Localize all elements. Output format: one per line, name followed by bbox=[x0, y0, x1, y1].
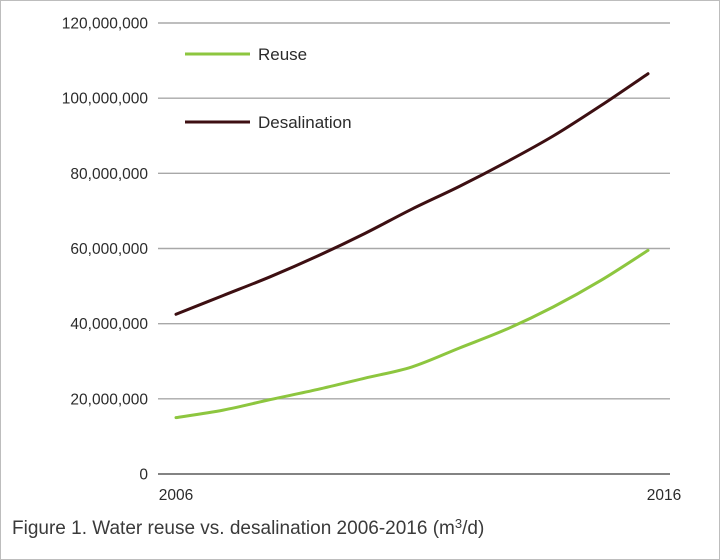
y-tick-label: 60,000,000 bbox=[70, 241, 148, 258]
caption-superscript: 3 bbox=[454, 516, 463, 531]
caption-text: Figure 1. Water reuse vs. desalination 2… bbox=[12, 518, 455, 539]
y-tick-label: 120,000,000 bbox=[62, 16, 149, 33]
figure-caption: Figure 1. Water reuse vs. desalination 2… bbox=[12, 516, 484, 540]
series-lines bbox=[174, 72, 650, 420]
x-tick-label: 2006 bbox=[159, 487, 193, 504]
y-tick-label: 80,000,000 bbox=[70, 166, 148, 183]
y-tick-label: 20,000,000 bbox=[70, 391, 148, 408]
legend: Reuse Desalination bbox=[185, 45, 352, 132]
series-line-reuse bbox=[174, 248, 650, 420]
x-tick-label: 2016 bbox=[647, 487, 681, 504]
gridlines bbox=[158, 22, 670, 475]
caption-suffix: /d) bbox=[462, 518, 485, 539]
y-axis-tick-labels: 0 20,000,000 40,000,000 60,000,000 80,000,00… bbox=[62, 16, 149, 484]
y-tick-label: 40,000,000 bbox=[70, 316, 148, 333]
legend-label-reuse: Reuse bbox=[258, 45, 307, 64]
x-axis-tick-labels: 2006 2016 bbox=[159, 487, 681, 504]
line-chart: 0 20,000,000 40,000,000 60,000,000 80,000,00… bbox=[62, 16, 681, 505]
y-tick-label: 0 bbox=[139, 467, 148, 484]
series-line-desalination bbox=[174, 72, 650, 316]
legend-label-desalination: Desalination bbox=[258, 113, 352, 132]
y-tick-label: 100,000,000 bbox=[62, 91, 149, 108]
